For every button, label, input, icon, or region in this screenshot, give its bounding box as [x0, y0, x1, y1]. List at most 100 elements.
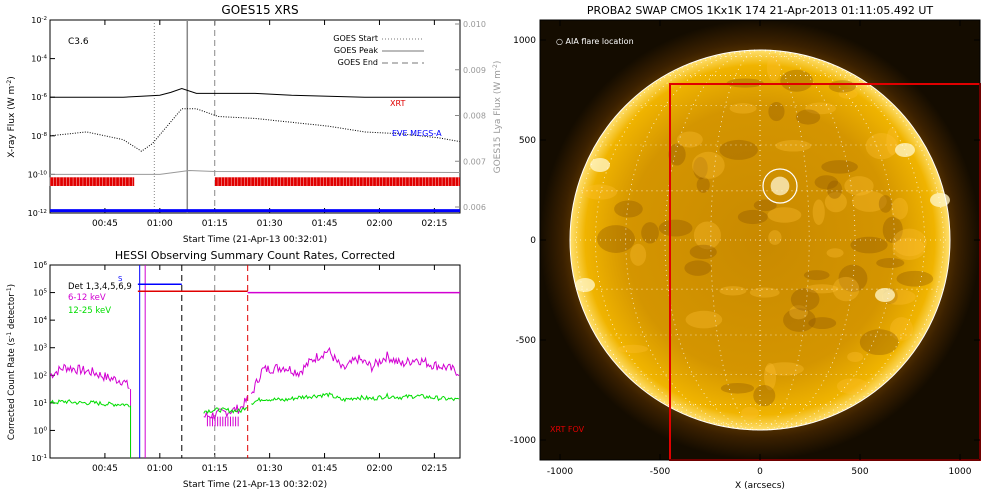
sun-texture-patch [582, 184, 618, 200]
goes-ytick-label: 10-12 [28, 209, 47, 218]
sun-texture-patch [795, 109, 821, 125]
sun-texture-patch [876, 257, 905, 268]
sun-texture-patch [753, 199, 777, 212]
sun-texture-patch [766, 54, 781, 82]
sun-texture-patch [768, 230, 782, 245]
sun-texture-patch [692, 151, 725, 179]
sun-texture-patch [892, 237, 926, 260]
goes-ylabel: X-ray Flux (W m-2) [6, 76, 18, 157]
flare-location-circle [762, 168, 798, 204]
goes-y2tick-label: 0.006 [463, 203, 486, 212]
goes-ytick-label: 10-2 [31, 16, 47, 25]
sun-texture-patch [865, 133, 898, 160]
active-region [875, 288, 895, 302]
sun-texture-patch [836, 378, 869, 395]
sun-texture-patch [783, 308, 816, 332]
sun-texture-patch [693, 221, 721, 250]
legend-goes-start: GOES Start [333, 34, 378, 43]
goes-y2tick-label: 0.007 [463, 157, 486, 166]
hessi-ytick-label: 101 [33, 399, 47, 408]
goes-xtick-label: 01:30 [257, 219, 283, 229]
hessi-xtick-label: 00:45 [92, 464, 118, 474]
swap-ytick-label: 500 [519, 136, 536, 146]
sun-texture-patch [896, 270, 934, 287]
sun-texture-patch [847, 351, 863, 362]
hessi-ytick-label: 102 [33, 371, 47, 380]
sun-texture-patch [719, 139, 758, 160]
hessi-xtick-label: 01:30 [257, 464, 283, 474]
sun-texture-patch [685, 310, 723, 329]
sun-texture-patch [789, 305, 808, 320]
hessi-ytick-label: 105 [33, 289, 47, 298]
sun-texture-patch [859, 329, 899, 356]
series-12-25-line [49, 399, 130, 408]
series-6-12-line [250, 346, 460, 395]
sun-texture-patch [729, 103, 757, 114]
sun-texture-patch [720, 383, 755, 394]
goes-xtick-label: 01:15 [202, 219, 228, 229]
hessi-plot-frame [49, 264, 461, 459]
sun-texture-patch [832, 276, 860, 302]
swap-xtick-label: 1000 [949, 467, 972, 477]
sun-texture-patch [826, 248, 844, 258]
sun-texture-patch [617, 344, 649, 354]
sun-texture-patch [676, 131, 703, 148]
series-eve-line [49, 108, 461, 152]
series-xrt-line [50, 87, 460, 98]
grid-longitude [759, 49, 810, 431]
eve-series-label: EVE MEGS-A [392, 129, 442, 138]
hessi-ylabel: Corrected Count Rate (s-1 detector-1) [6, 284, 18, 440]
series-lya-line [50, 170, 461, 175]
goes-y2tick-label: 0.008 [463, 112, 486, 121]
sun-texture [575, 54, 950, 420]
hessi-ytick-label: 10-1 [31, 454, 47, 463]
goes-y2label: GOES15 Lya Flux (W m-2) [492, 61, 504, 174]
sun-texture-patch [775, 140, 812, 152]
legend-det: Det 1,3,4,5,6,9 [68, 282, 132, 292]
sun-texture-patch [719, 286, 747, 296]
xrt-obs-band [214, 177, 460, 186]
grid-longitude [710, 49, 761, 431]
swap-ytick-label: -500 [516, 336, 537, 346]
swap-panel: PROBA2 SWAP CMOS 1Kx1K 174 21-Apr-2013 0… [510, 4, 981, 491]
goes-panel: GOES15 XRS 00:45 01:00 01:15 01:30 01:45 02:0… [6, 3, 504, 245]
heliographic-grid [570, 49, 950, 431]
goes-xtick-label: 02:00 [366, 219, 392, 229]
xrt-obs-band [50, 177, 135, 186]
goes-xtick-label: 01:45 [312, 219, 338, 229]
legend-goes-end: GOES End [338, 58, 378, 67]
sun-texture-patch [641, 222, 659, 244]
swap-ytick-label: 1000 [513, 36, 536, 46]
sun-texture-patch [749, 287, 780, 298]
flare-bright-core [770, 176, 790, 196]
sun-texture-patch [767, 207, 802, 223]
hessi-xtick-label: 02:00 [366, 464, 392, 474]
goes-xtick-label: 01:00 [147, 219, 173, 229]
xrt-series-label: XRT [390, 99, 405, 108]
sun-texture-patch [838, 264, 868, 293]
active-region [575, 278, 595, 292]
swap-xtick-label: -1000 [547, 467, 573, 477]
sun-texture-patch [892, 228, 927, 257]
sun-texture-patch [780, 69, 814, 92]
sun-texture-patch [696, 176, 710, 193]
grid-longitude [759, 49, 925, 431]
hessi-title: HESSI Observing Summary Count Rates, Cor… [115, 249, 395, 262]
sun-texture-patch [596, 225, 635, 253]
grid-longitude [625, 49, 761, 431]
sun-texture-patch [790, 288, 820, 311]
goes-ytick-label: 10-4 [31, 55, 47, 64]
swap-xtick-label: 0 [757, 467, 763, 477]
goes-y2tick-label: 0.010 [463, 20, 486, 29]
series-12-25-line [251, 392, 460, 405]
sun-texture-patch [668, 143, 686, 166]
sun-texture-patch [808, 317, 837, 330]
grid-longitude [759, 49, 895, 431]
grid-longitude [595, 49, 761, 431]
sun-texture-patch [764, 362, 777, 391]
sun-texture-patch [882, 216, 903, 243]
sun-texture-patch [821, 160, 858, 174]
goes-ytick-label: 10-6 [31, 93, 47, 102]
hessi-xtick-label: 01:45 [312, 464, 338, 474]
